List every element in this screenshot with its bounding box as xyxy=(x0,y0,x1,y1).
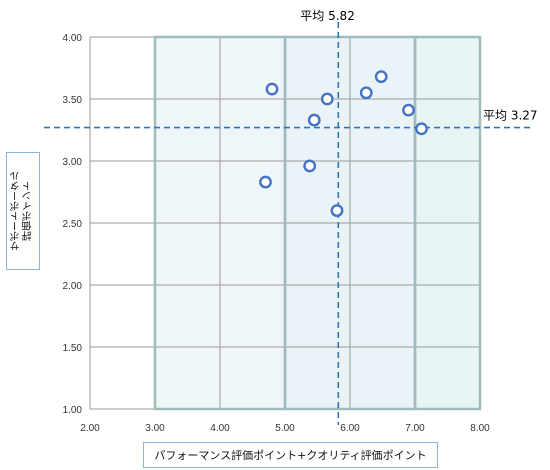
y-tick-label-3: 2.00 xyxy=(63,281,83,292)
y-tick-label-4: 2.50 xyxy=(63,219,83,230)
x-tick-label-2: 3.00 xyxy=(145,423,165,434)
average-y-label: 平均 3.27 xyxy=(483,109,538,123)
x-tick-label-1: 2.00 xyxy=(80,423,100,434)
data-point-3 xyxy=(307,113,321,127)
data-point-9 xyxy=(402,103,415,117)
y-tick-label-5: 3.00 xyxy=(63,157,83,168)
data-point-2 xyxy=(320,92,334,106)
y-axis-ticks: 1.00 1.50 2.00 2.50 3.00 3.50 4.00 xyxy=(63,33,83,416)
y-tick-label-7: 4.00 xyxy=(63,33,83,44)
data-point-8 xyxy=(359,86,373,100)
x-tick-label-3: 4.00 xyxy=(210,423,230,434)
data-points xyxy=(259,70,428,218)
data-point-10 xyxy=(415,122,428,136)
y-tick-label-1: 1.00 xyxy=(63,405,83,416)
y-axis-label-box: サポートポータル 評価ポイント xyxy=(6,152,40,270)
x-tick-label-5: 6.00 xyxy=(340,423,360,434)
data-point-1 xyxy=(265,82,279,96)
data-point-4 xyxy=(303,159,317,173)
x-tick-label-6: 7.00 xyxy=(405,423,425,434)
x-axis-ticks: 2.00 3.00 4.00 5.00 6.00 7.00 8.00 xyxy=(80,423,490,434)
data-point-6 xyxy=(330,204,344,218)
x-tick-label-4: 5.00 xyxy=(275,423,295,434)
annotations: 平均 5.82 平均 3.27 xyxy=(300,9,537,123)
zone-border-layer xyxy=(153,35,482,411)
average-x-label: 平均 5.82 xyxy=(300,9,355,23)
y-axis-label-line2: 評価ポイント xyxy=(23,181,34,241)
data-point-7 xyxy=(374,70,388,84)
x-tick-label-7: 8.00 xyxy=(470,423,490,434)
x-axis-label-box: パフォーマンス評価ポイント+クオリティ評価ポイント xyxy=(143,442,438,468)
average-lines xyxy=(44,22,530,425)
y-tick-label-6: 3.50 xyxy=(63,95,83,106)
data-point-5 xyxy=(259,175,272,189)
y-axis-label: サポートポータル 評価ポイント xyxy=(11,171,35,251)
y-axis-label-line1: サポートポータル xyxy=(11,171,22,251)
y-tick-label-2: 1.50 xyxy=(63,343,83,354)
zone-border-3 xyxy=(413,35,482,411)
x-axis-label: パフォーマンス評価ポイント+クオリティ評価ポイント xyxy=(154,449,427,462)
